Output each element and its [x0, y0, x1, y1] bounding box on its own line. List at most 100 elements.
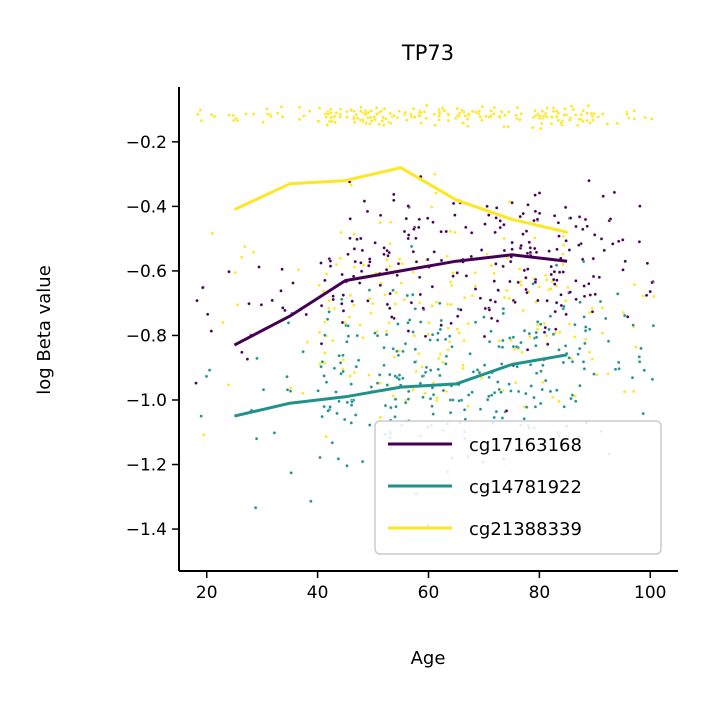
scatter-point	[625, 314, 630, 319]
scatter-point	[199, 414, 203, 418]
scatter-point	[345, 115, 349, 119]
scatter-point	[536, 298, 540, 303]
scatter-point	[320, 359, 325, 364]
scatter-point	[544, 278, 549, 282]
scatter-point	[587, 178, 591, 183]
scatter-point	[301, 349, 305, 354]
scatter-point	[516, 389, 521, 394]
scatter-point	[438, 327, 443, 332]
scatter-point	[577, 215, 582, 219]
scatter-point	[397, 373, 402, 377]
scatter-point	[515, 105, 520, 110]
scatter-point	[535, 323, 540, 327]
scatter-point	[417, 275, 422, 280]
scatter-point	[557, 234, 561, 238]
scatter-point	[514, 113, 518, 118]
scatter-point	[234, 116, 238, 121]
scatter-point	[513, 380, 518, 385]
scatter-point	[345, 463, 349, 468]
scatter-point	[240, 350, 244, 355]
scatter-point	[479, 118, 484, 123]
scatter-point	[322, 351, 327, 355]
scatter-point	[502, 295, 507, 300]
scatter-point	[504, 288, 509, 293]
scatter-point	[268, 114, 273, 119]
scatter-point	[501, 264, 505, 269]
scatter-point	[507, 336, 512, 340]
scatter-point	[326, 409, 330, 413]
scatter-point	[469, 254, 474, 259]
scatter-point	[439, 318, 444, 323]
scatter-point	[419, 121, 423, 125]
scatter-point	[603, 316, 608, 321]
scatter-point	[351, 303, 356, 307]
scatter-point	[342, 417, 347, 422]
scatter-point	[495, 319, 500, 323]
scatter-point	[591, 118, 595, 122]
scatter-point	[360, 459, 365, 464]
scatter-point	[439, 258, 444, 263]
scatter-point	[391, 346, 396, 351]
scatter-point	[340, 320, 345, 325]
scatter-point	[533, 109, 537, 113]
scatter-point	[317, 106, 322, 110]
scatter-point	[534, 343, 538, 348]
scatter-point	[528, 335, 532, 339]
scatter-point	[270, 298, 275, 303]
scatter-point	[590, 357, 595, 361]
scatter-point	[204, 374, 209, 379]
scatter-point	[540, 121, 544, 126]
scatter-point	[645, 261, 650, 266]
scatter-point	[212, 114, 217, 119]
scatter-point	[534, 250, 539, 255]
scatter-point	[543, 111, 548, 116]
scatter-point	[384, 332, 389, 337]
legend: cg17163168 cg14781922 cg21388339	[374, 420, 662, 555]
scatter-point	[643, 115, 648, 120]
scatter-point	[554, 109, 559, 113]
chart-title: TP73	[401, 41, 454, 65]
scatter-point	[501, 311, 506, 316]
scatter-point	[528, 362, 533, 367]
scatter-point	[377, 373, 382, 377]
scatter-point	[448, 229, 453, 233]
scatter-point	[497, 344, 501, 349]
scatter-point	[301, 391, 305, 396]
scatter-point	[406, 397, 411, 401]
scatter-point	[551, 332, 556, 337]
scatter-point	[446, 326, 451, 331]
scatter-point	[611, 242, 615, 246]
y-tick-label: −1.4	[126, 520, 167, 540]
scatter-point	[296, 267, 301, 272]
scatter-point	[453, 116, 458, 121]
scatter-point	[479, 248, 484, 252]
scatter-point	[391, 192, 396, 197]
scatter-point	[557, 330, 562, 335]
scatter-point	[397, 109, 401, 113]
scatter-point	[556, 220, 561, 225]
scatter-point	[616, 360, 621, 365]
scatter-point	[480, 104, 485, 109]
scatter-point	[457, 398, 461, 403]
scatter-point	[378, 415, 383, 420]
scatter-point	[511, 335, 516, 340]
scatter-point	[397, 377, 402, 382]
scatter-point	[436, 356, 441, 361]
scatter-point	[524, 287, 528, 292]
scatter-point	[577, 346, 582, 351]
scatter-point	[532, 395, 536, 400]
scatter-point	[324, 115, 329, 119]
scatter-point	[431, 392, 436, 397]
scatter-point	[487, 308, 492, 312]
scatter-point	[413, 347, 418, 352]
scatter-point	[554, 327, 558, 332]
scatter-point	[502, 236, 507, 241]
scatter-point	[549, 121, 554, 126]
scatter-point	[493, 230, 497, 235]
scatter-point	[387, 372, 392, 377]
scatter-point	[470, 293, 475, 298]
scatter-point	[540, 109, 545, 113]
scatter-point	[587, 327, 592, 332]
scatter-point	[421, 306, 426, 311]
scatter-point	[339, 297, 344, 302]
